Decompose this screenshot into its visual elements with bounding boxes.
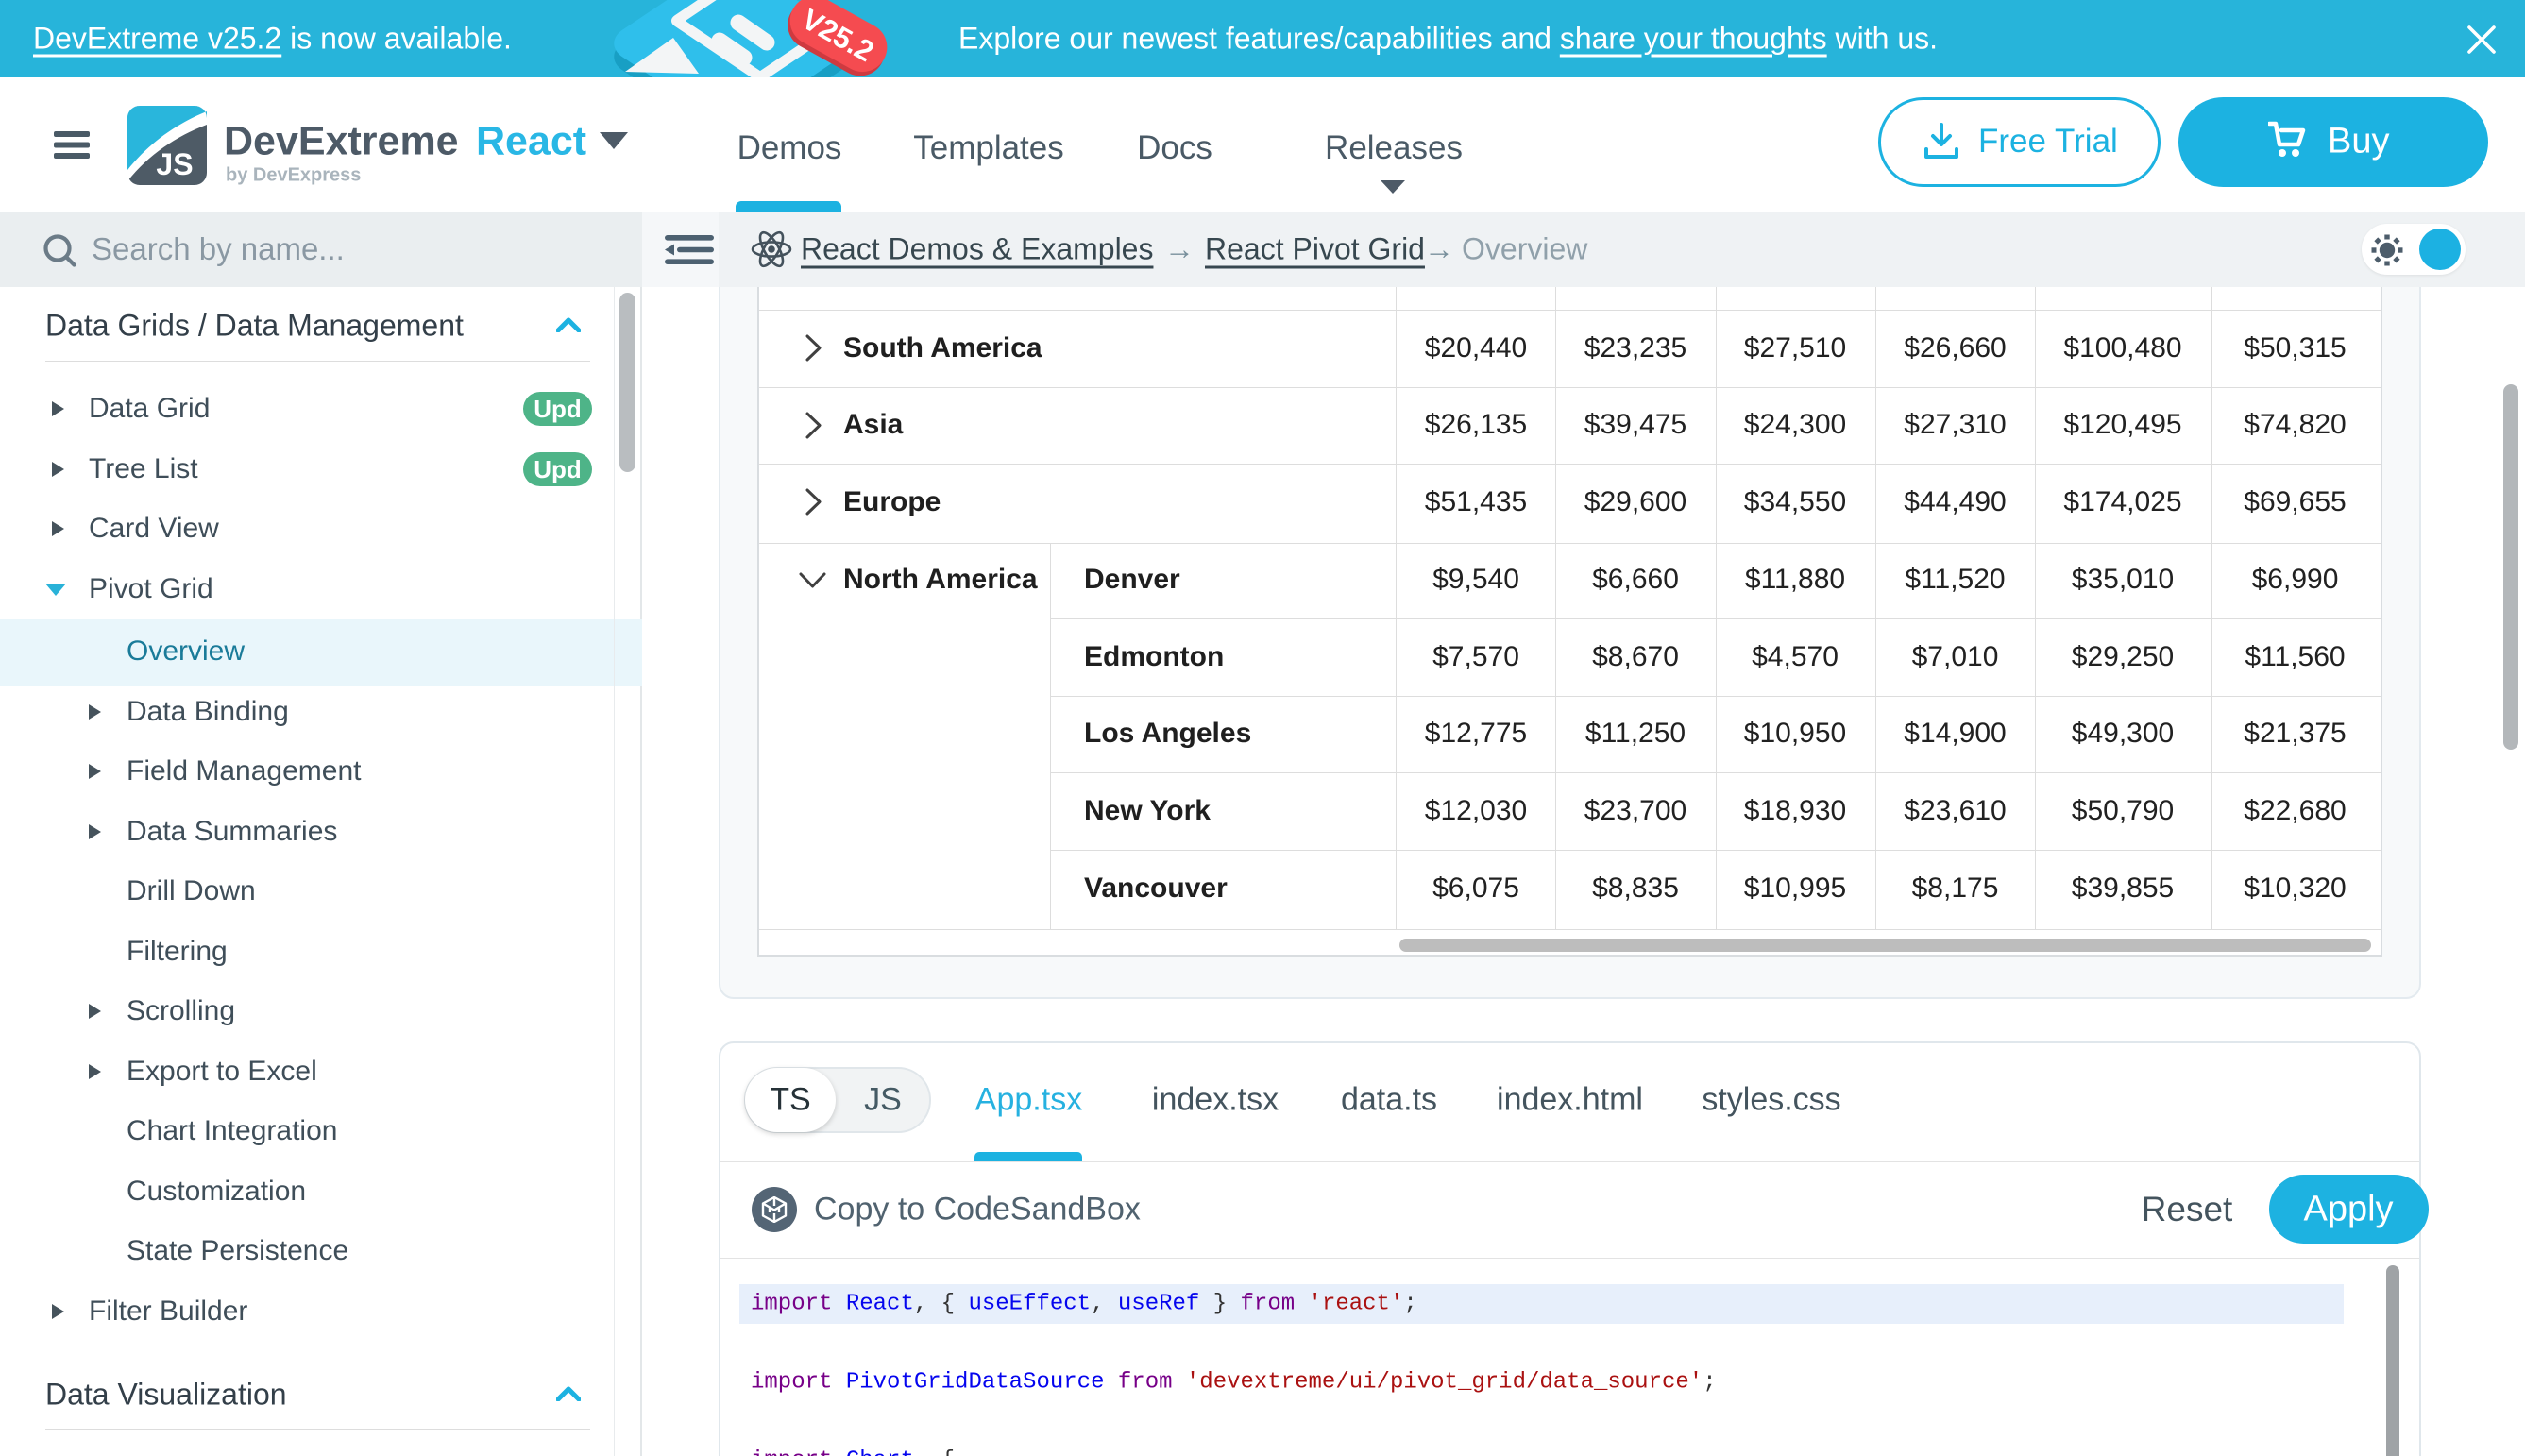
svg-text:JS: JS bbox=[156, 147, 193, 181]
